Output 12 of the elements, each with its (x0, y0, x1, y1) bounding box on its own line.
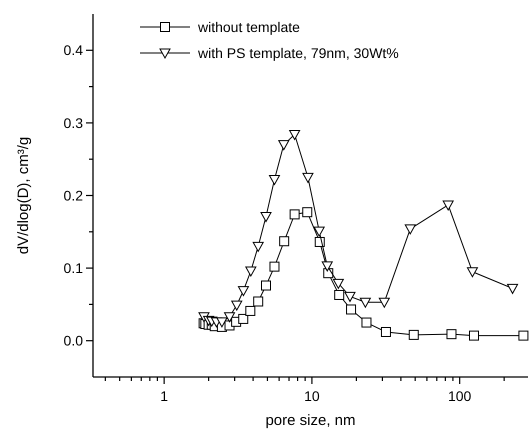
x-tick-label: 1 (160, 388, 168, 404)
y-tick-label: 0.4 (64, 42, 84, 58)
y-tick-label: 0.1 (64, 260, 84, 276)
legend-label: with PS template, 79nm, 30Wt% (197, 44, 399, 61)
y-tick-label: 0.3 (64, 114, 84, 131)
x-tick-label: 10 (304, 388, 320, 404)
x-axis-title: pore size, nm (265, 412, 356, 429)
y-tick-label: 0.2 (64, 187, 84, 204)
y-axis-title: dV/dlog(D), cm³/g (15, 136, 32, 254)
legend-label: without template (197, 18, 300, 35)
y-tick-label: 0.0 (64, 332, 84, 349)
x-tick-label: 100 (448, 388, 472, 404)
